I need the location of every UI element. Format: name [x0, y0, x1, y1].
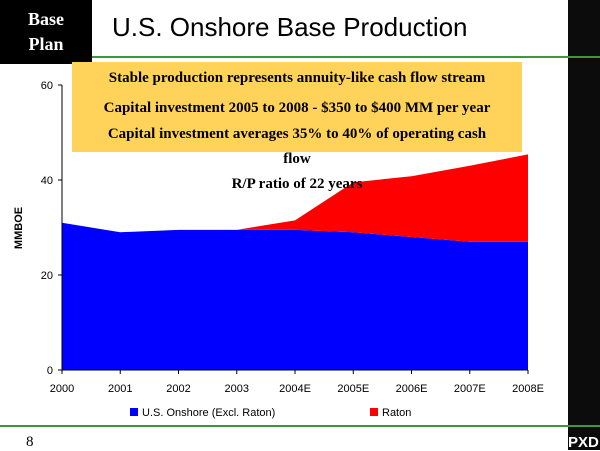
page-title: U.S. Onshore Base Production — [112, 12, 468, 42]
x-tick-label: 2000 — [50, 383, 74, 395]
callout-line-5: R/P ratio of 22 years — [231, 176, 363, 192]
callout-line-4: flow — [283, 151, 311, 167]
x-tick-label: 2007E — [454, 383, 486, 395]
y-axis-label: MMBOE — [13, 207, 25, 249]
callout-line-2: Capital investment 2005 to 2008 - $350 t… — [103, 100, 491, 116]
callout-box — [72, 62, 522, 152]
y-tick-label: 60 — [41, 80, 53, 92]
section-badge: Base Plan — [0, 0, 92, 64]
x-tick-label: 2002 — [166, 383, 190, 395]
callout-line-1: Stable production represents annuity-lik… — [108, 70, 486, 86]
area-series-2 — [62, 154, 528, 242]
badge-line-2: Plan — [28, 34, 64, 54]
legend-label: Raton — [382, 407, 411, 419]
legend-swatch — [370, 408, 378, 416]
x-tick-label: 2003 — [225, 383, 249, 395]
footer-divider — [0, 425, 600, 427]
x-tick-label: 2008E — [512, 383, 544, 395]
chart-legend: U.S. Onshore (Excl. Raton) Raton — [130, 407, 411, 419]
legend-label: U.S. Onshore (Excl. Raton) — [142, 407, 275, 419]
legend-swatch — [130, 408, 138, 416]
x-tick-label: 2005E — [337, 383, 369, 395]
callout-line-3: Capital investment averages 35% to 40% o… — [107, 126, 487, 142]
x-tick-label: 2001 — [108, 383, 132, 395]
y-tick-label: 40 — [41, 175, 53, 187]
y-tick-label: 0 — [47, 365, 53, 377]
x-tick-label: 2004E — [279, 383, 311, 395]
title-divider — [92, 56, 600, 58]
badge-line-1: Base — [28, 9, 64, 29]
x-tick-label: 2006E — [396, 383, 428, 395]
page-number: 8 — [26, 434, 34, 450]
y-tick-label: 20 — [41, 270, 53, 282]
right-side-bar — [568, 0, 600, 450]
company-logo-text: PXD — [568, 434, 599, 451]
area-series-1 — [62, 222, 528, 370]
